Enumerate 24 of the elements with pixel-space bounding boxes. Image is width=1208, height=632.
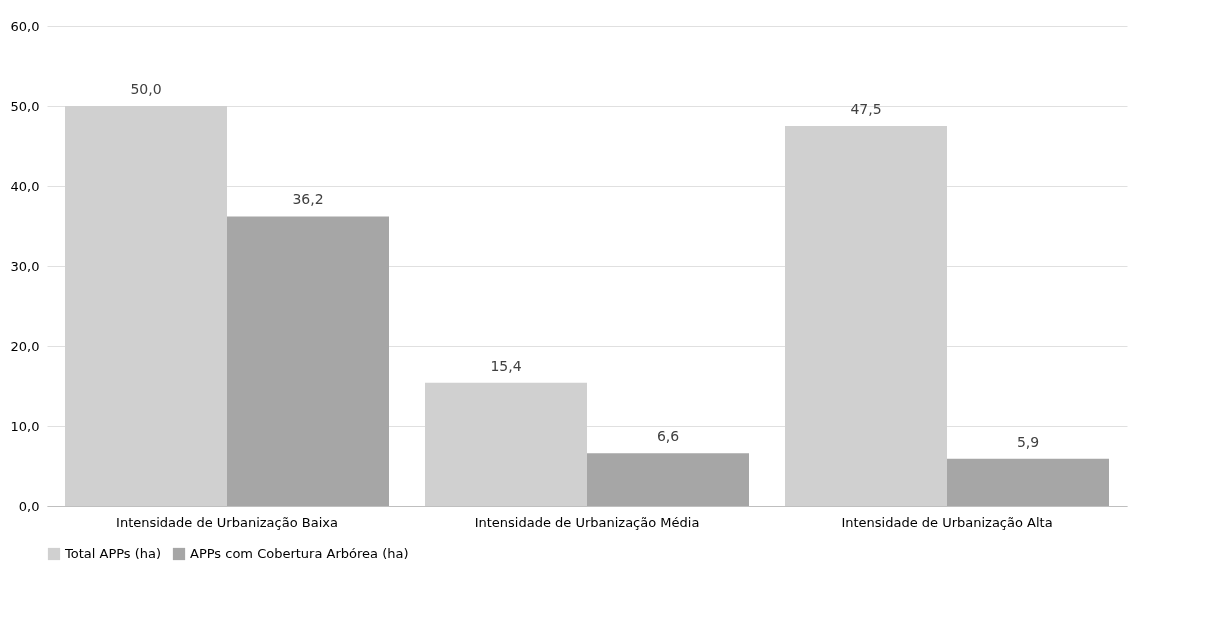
data-label: 15,4 [490,357,522,374]
bar [425,382,587,506]
y-tick-label: 30,0 [10,258,40,274]
y-tick-label: 40,0 [10,178,40,194]
x-tick-label: Intensidade de Urbanização Alta [841,514,1053,530]
bar [65,106,227,506]
data-label: 6,6 [656,428,680,445]
x-tick-label: Intensidade de Urbanização Média [474,514,700,530]
legend-label: Total APPs (ha) [64,546,162,561]
y-tick-label: 10,0 [10,418,40,434]
y-tick-label: 50,0 [10,98,40,114]
y-tick-label: 0,0 [18,498,40,514]
bar [587,453,749,506]
bar [785,126,947,506]
bar [227,216,389,506]
legend-label: APPs com Cobertura Arbórea (ha) [190,546,409,561]
data-label: 47,5 [850,101,882,117]
y-tick-label: 20,0 [10,338,40,354]
x-tick-label: Intensidade de Urbanização Baixa [116,514,338,530]
data-label: 5,9 [1016,433,1040,450]
bar [947,458,1109,506]
data-label: 36,2 [292,191,324,208]
y-tick-label: 60,0 [10,18,40,34]
data-label: 50,0 [130,81,162,97]
